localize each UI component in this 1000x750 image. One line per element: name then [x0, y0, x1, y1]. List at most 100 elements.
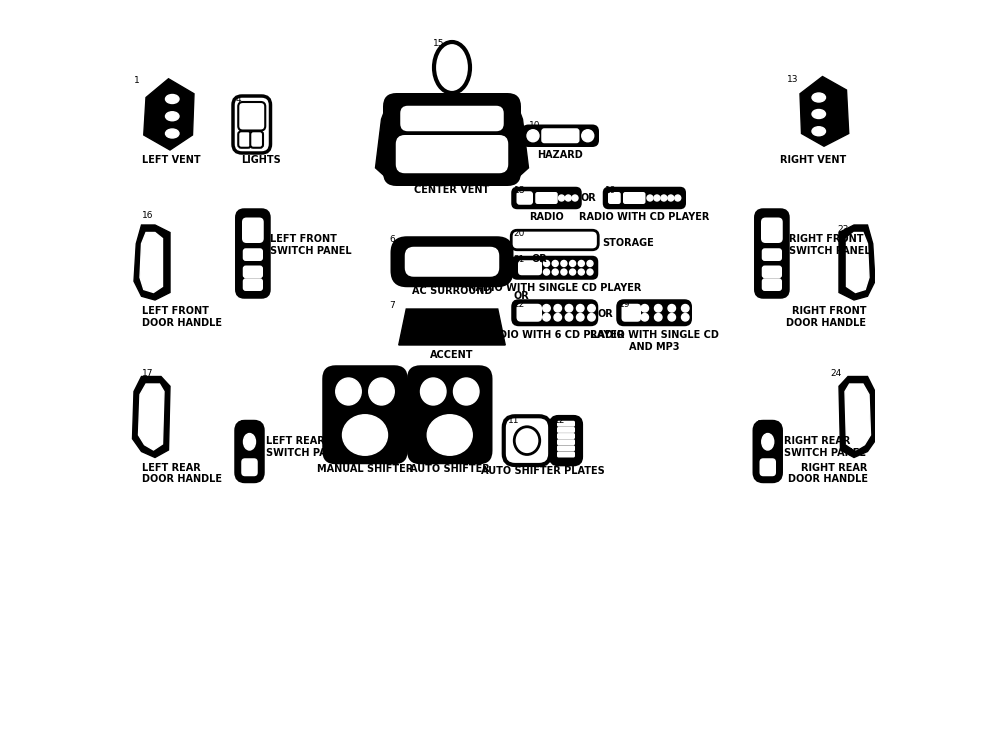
FancyBboxPatch shape	[250, 131, 263, 148]
FancyBboxPatch shape	[322, 365, 408, 464]
Polygon shape	[144, 79, 194, 150]
Circle shape	[558, 195, 564, 201]
Ellipse shape	[812, 127, 826, 136]
FancyBboxPatch shape	[511, 256, 598, 280]
Ellipse shape	[342, 415, 388, 455]
FancyBboxPatch shape	[760, 458, 776, 476]
Polygon shape	[845, 384, 870, 450]
FancyBboxPatch shape	[511, 299, 598, 326]
Circle shape	[578, 260, 584, 266]
Polygon shape	[138, 384, 164, 450]
Text: LEFT FRONT
DOOR HANDLE: LEFT FRONT DOOR HANDLE	[142, 306, 222, 328]
Circle shape	[544, 269, 550, 275]
FancyBboxPatch shape	[761, 217, 783, 243]
Circle shape	[554, 314, 562, 321]
Ellipse shape	[514, 427, 540, 454]
Ellipse shape	[166, 112, 179, 121]
Polygon shape	[140, 232, 162, 292]
Circle shape	[527, 130, 539, 142]
Circle shape	[554, 304, 562, 312]
FancyBboxPatch shape	[390, 236, 514, 287]
Text: OR: OR	[532, 254, 547, 263]
Text: 18: 18	[514, 186, 525, 195]
FancyBboxPatch shape	[243, 278, 263, 291]
Ellipse shape	[762, 433, 774, 450]
FancyBboxPatch shape	[541, 128, 580, 143]
Circle shape	[675, 195, 681, 201]
Polygon shape	[132, 376, 170, 458]
Ellipse shape	[434, 42, 470, 93]
Ellipse shape	[244, 433, 256, 450]
FancyBboxPatch shape	[242, 217, 264, 243]
Text: 12: 12	[554, 416, 565, 425]
FancyBboxPatch shape	[233, 96, 270, 153]
Circle shape	[565, 314, 573, 321]
Text: RADIO WITH SINGLE CD PLAYER: RADIO WITH SINGLE CD PLAYER	[468, 283, 641, 292]
Text: LEFT FRONT
SWITCH PANEL: LEFT FRONT SWITCH PANEL	[270, 234, 351, 256]
Circle shape	[572, 195, 578, 201]
Circle shape	[641, 314, 648, 321]
FancyBboxPatch shape	[762, 278, 782, 291]
Ellipse shape	[812, 110, 826, 118]
FancyBboxPatch shape	[516, 304, 542, 322]
Text: LEFT REAR
DOOR HANDLE: LEFT REAR DOOR HANDLE	[142, 463, 222, 484]
FancyBboxPatch shape	[557, 452, 575, 458]
Circle shape	[570, 269, 576, 275]
Circle shape	[588, 314, 595, 321]
Circle shape	[655, 314, 662, 321]
FancyBboxPatch shape	[557, 433, 575, 439]
FancyBboxPatch shape	[616, 299, 692, 326]
FancyBboxPatch shape	[243, 266, 263, 278]
Text: CENTER VENT: CENTER VENT	[414, 185, 490, 195]
Ellipse shape	[427, 415, 472, 455]
Text: 4: 4	[236, 94, 242, 104]
Text: 22: 22	[514, 300, 525, 309]
FancyBboxPatch shape	[407, 365, 492, 464]
Ellipse shape	[420, 378, 446, 405]
Circle shape	[587, 260, 593, 266]
Polygon shape	[515, 99, 528, 180]
Text: 6: 6	[389, 236, 395, 244]
FancyBboxPatch shape	[383, 93, 521, 186]
Circle shape	[543, 314, 550, 321]
Circle shape	[655, 304, 662, 312]
Text: 11: 11	[508, 416, 519, 425]
Text: 17: 17	[142, 369, 153, 378]
Text: 26: 26	[328, 369, 339, 378]
Text: AUTO SHIFTER PLATES: AUTO SHIFTER PLATES	[481, 466, 605, 476]
Text: OR: OR	[597, 308, 613, 319]
FancyBboxPatch shape	[622, 304, 641, 322]
Circle shape	[682, 304, 689, 312]
Text: 16: 16	[142, 211, 153, 220]
Text: 2: 2	[240, 210, 245, 219]
Ellipse shape	[812, 93, 826, 102]
Circle shape	[544, 260, 550, 266]
FancyBboxPatch shape	[238, 102, 265, 130]
FancyBboxPatch shape	[535, 192, 558, 204]
Text: 20: 20	[514, 229, 525, 238]
Circle shape	[582, 130, 594, 142]
Text: RADIO WITH CD PLAYER: RADIO WITH CD PLAYER	[579, 212, 710, 222]
Circle shape	[587, 269, 593, 275]
Polygon shape	[376, 99, 389, 180]
FancyBboxPatch shape	[762, 248, 782, 261]
Text: AUTO SHIFTER: AUTO SHIFTER	[410, 464, 490, 474]
Circle shape	[668, 314, 676, 321]
Circle shape	[668, 304, 676, 312]
Text: 23: 23	[838, 225, 849, 234]
Text: RIGHT VENT: RIGHT VENT	[780, 155, 847, 165]
Polygon shape	[839, 376, 876, 458]
Polygon shape	[134, 225, 170, 300]
Circle shape	[588, 304, 595, 312]
Text: OR: OR	[581, 193, 596, 203]
FancyBboxPatch shape	[551, 417, 581, 464]
Text: 21: 21	[514, 255, 525, 264]
FancyBboxPatch shape	[405, 247, 499, 277]
Text: LIGHTS: LIGHTS	[241, 155, 281, 165]
Text: STORAGE: STORAGE	[602, 238, 654, 248]
Text: RIGHT FRONT
DOOR HANDLE: RIGHT FRONT DOOR HANDLE	[786, 306, 866, 328]
FancyBboxPatch shape	[243, 248, 263, 261]
Text: RIGHT REAR
SWITCH PANEL: RIGHT REAR SWITCH PANEL	[784, 436, 866, 458]
Circle shape	[661, 195, 667, 201]
Text: 10: 10	[528, 122, 540, 130]
